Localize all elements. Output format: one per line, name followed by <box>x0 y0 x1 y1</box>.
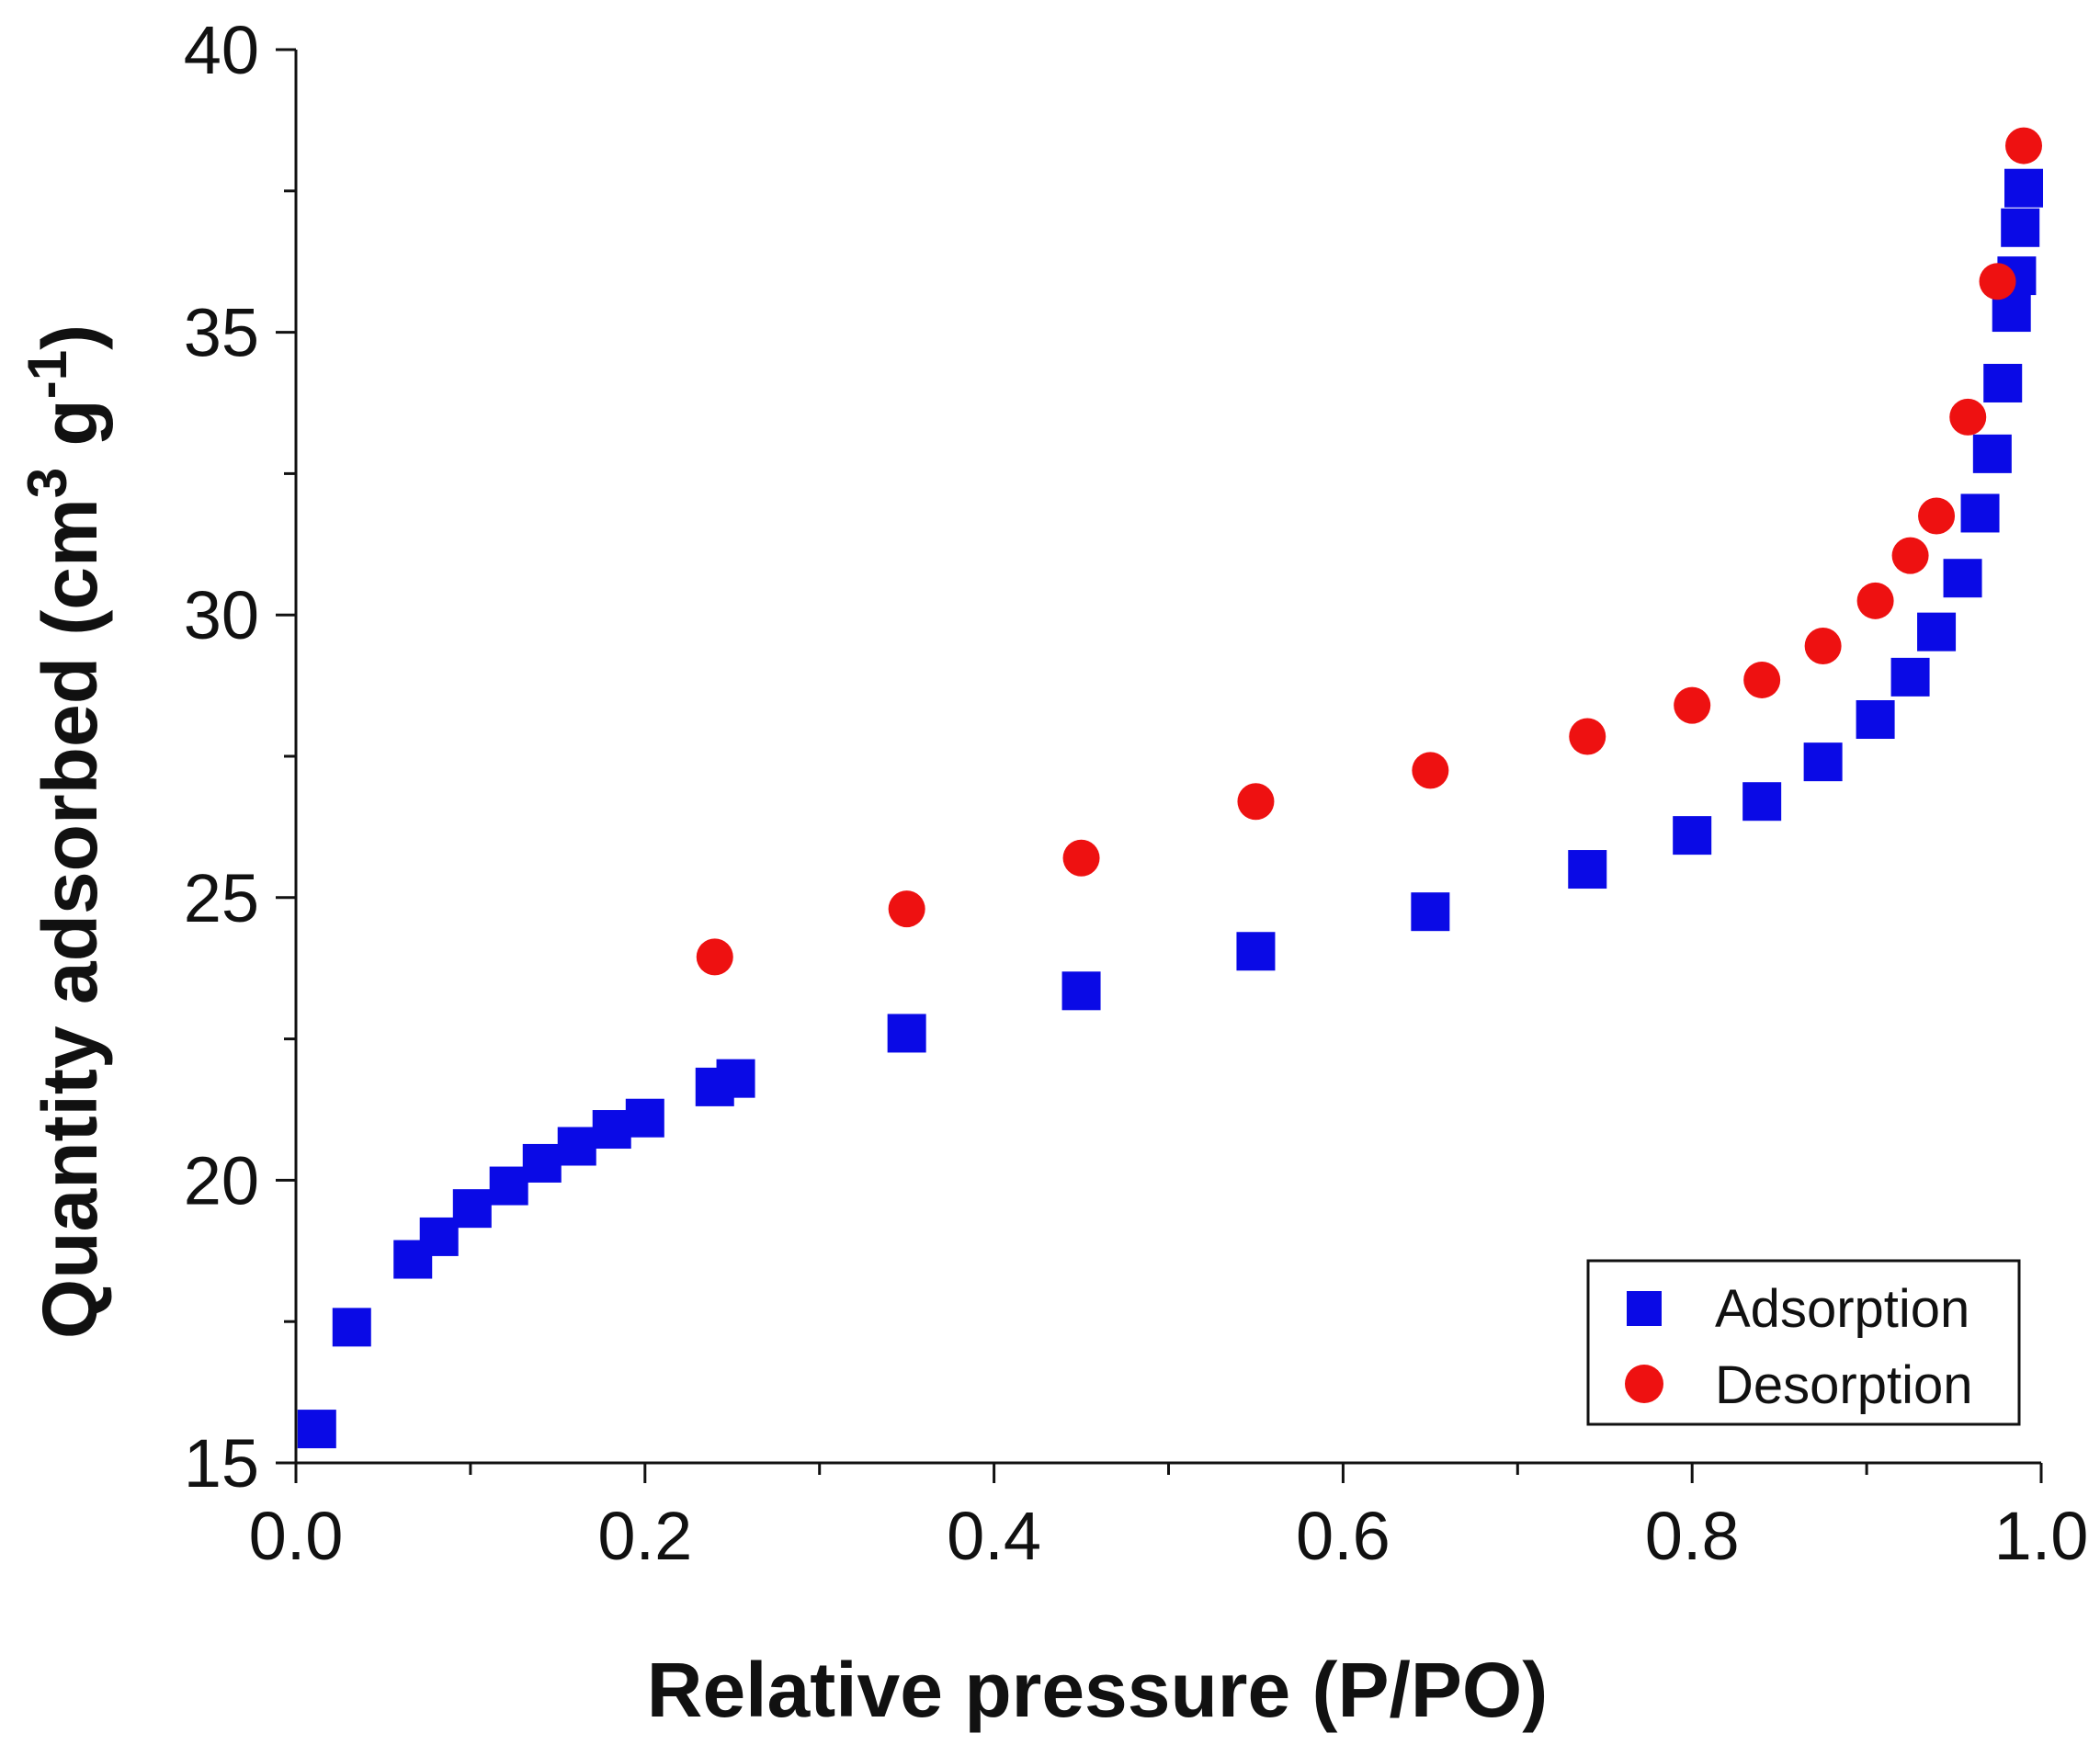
desorption-point <box>1856 582 1894 619</box>
adsorption-point <box>452 1189 492 1229</box>
legend-marker-adsorption <box>1627 1291 1662 1326</box>
y-axis-title-end: ) <box>27 324 113 350</box>
adsorption-point <box>297 1410 336 1449</box>
desorption-point <box>1062 839 1100 877</box>
adsorption-point <box>1061 971 1101 1011</box>
y-tick-label: 35 <box>184 295 259 371</box>
adsorption-point <box>1742 782 1782 822</box>
adsorption-point <box>2001 208 2040 247</box>
adsorption-point <box>522 1143 562 1183</box>
desorption-point <box>1949 398 1987 436</box>
desorption-point <box>1412 752 1449 789</box>
y-axis-title-main: Quantity adsorbed (cm <box>27 498 113 1339</box>
y-axis-title-sup1: 3 <box>17 468 78 498</box>
adsorption-point <box>332 1308 371 1347</box>
x-tick-label: 0.0 <box>249 1498 344 1574</box>
y-axis-title: Quantity adsorbed (cm3 g-1) <box>17 324 114 1339</box>
adsorption-point <box>1983 363 2023 402</box>
x-tick-label: 0.4 <box>947 1498 1041 1574</box>
y-tick-label: 15 <box>184 1425 259 1501</box>
legend-box <box>1586 1259 2021 1426</box>
adsorption-point <box>1917 612 1957 652</box>
adsorption-point <box>2004 168 2044 208</box>
adsorption-point <box>1890 657 1930 697</box>
desorption-point <box>1804 628 1842 665</box>
desorption-point <box>1979 263 2016 300</box>
desorption-point <box>1918 497 1956 535</box>
desorption-point <box>1237 783 1275 821</box>
ticks: 0.0 0.2 0.4 0.6 0.8 1.0 15 20 25 30 35 40 <box>184 12 2089 1574</box>
desorption-point <box>1743 661 1781 698</box>
desorption-point <box>2005 127 2043 164</box>
x-tick-label: 0.2 <box>597 1498 692 1574</box>
adsorption-point <box>489 1166 528 1206</box>
adsorption-point <box>557 1127 596 1166</box>
desorption-point <box>888 890 925 928</box>
adsorption-point <box>1972 434 2012 473</box>
y-tick-label: 40 <box>184 12 259 88</box>
x-tick-label: 0.8 <box>1645 1498 1740 1574</box>
desorption-point <box>1569 718 1606 755</box>
desorption-point <box>1891 537 1929 574</box>
adsorption-point <box>1236 932 1276 971</box>
adsorption-point <box>625 1098 664 1138</box>
desorption-point <box>696 938 733 976</box>
adsorption-point <box>1673 816 1712 856</box>
y-tick-label: 20 <box>184 1142 259 1218</box>
legend-label-adsorption: Adsorption <box>1715 1279 1969 1339</box>
x-tick-label: 0.6 <box>1296 1498 1391 1574</box>
adsorption-point <box>1943 559 1982 598</box>
x-tick-label: 1.0 <box>1994 1498 2089 1574</box>
adsorption-point <box>716 1059 755 1098</box>
adsorption-point <box>592 1110 631 1150</box>
adsorption-point <box>1568 850 1607 889</box>
adsorption-point <box>1960 493 2000 533</box>
adsorption-point <box>1411 892 1450 932</box>
y-axis-title-mid: g <box>27 399 113 468</box>
x-axis-title: Relative pressure (P/PO) <box>647 1647 1548 1733</box>
desorption-point <box>1674 686 1711 724</box>
adsorption-point <box>1803 742 1843 782</box>
y-axis-title-sup2: -1 <box>17 350 78 399</box>
legend: Adsorption Desorption <box>1586 1259 2021 1426</box>
legend-marker-desorption <box>1625 1365 1663 1403</box>
adsorption-point <box>419 1217 459 1256</box>
y-tick-label: 30 <box>184 577 259 653</box>
adsorption-point <box>887 1014 926 1053</box>
legend-label-desorption: Desorption <box>1715 1355 1972 1415</box>
y-tick-label: 25 <box>184 860 259 936</box>
adsorption-point <box>1856 700 1895 740</box>
data-points <box>297 127 2044 1449</box>
